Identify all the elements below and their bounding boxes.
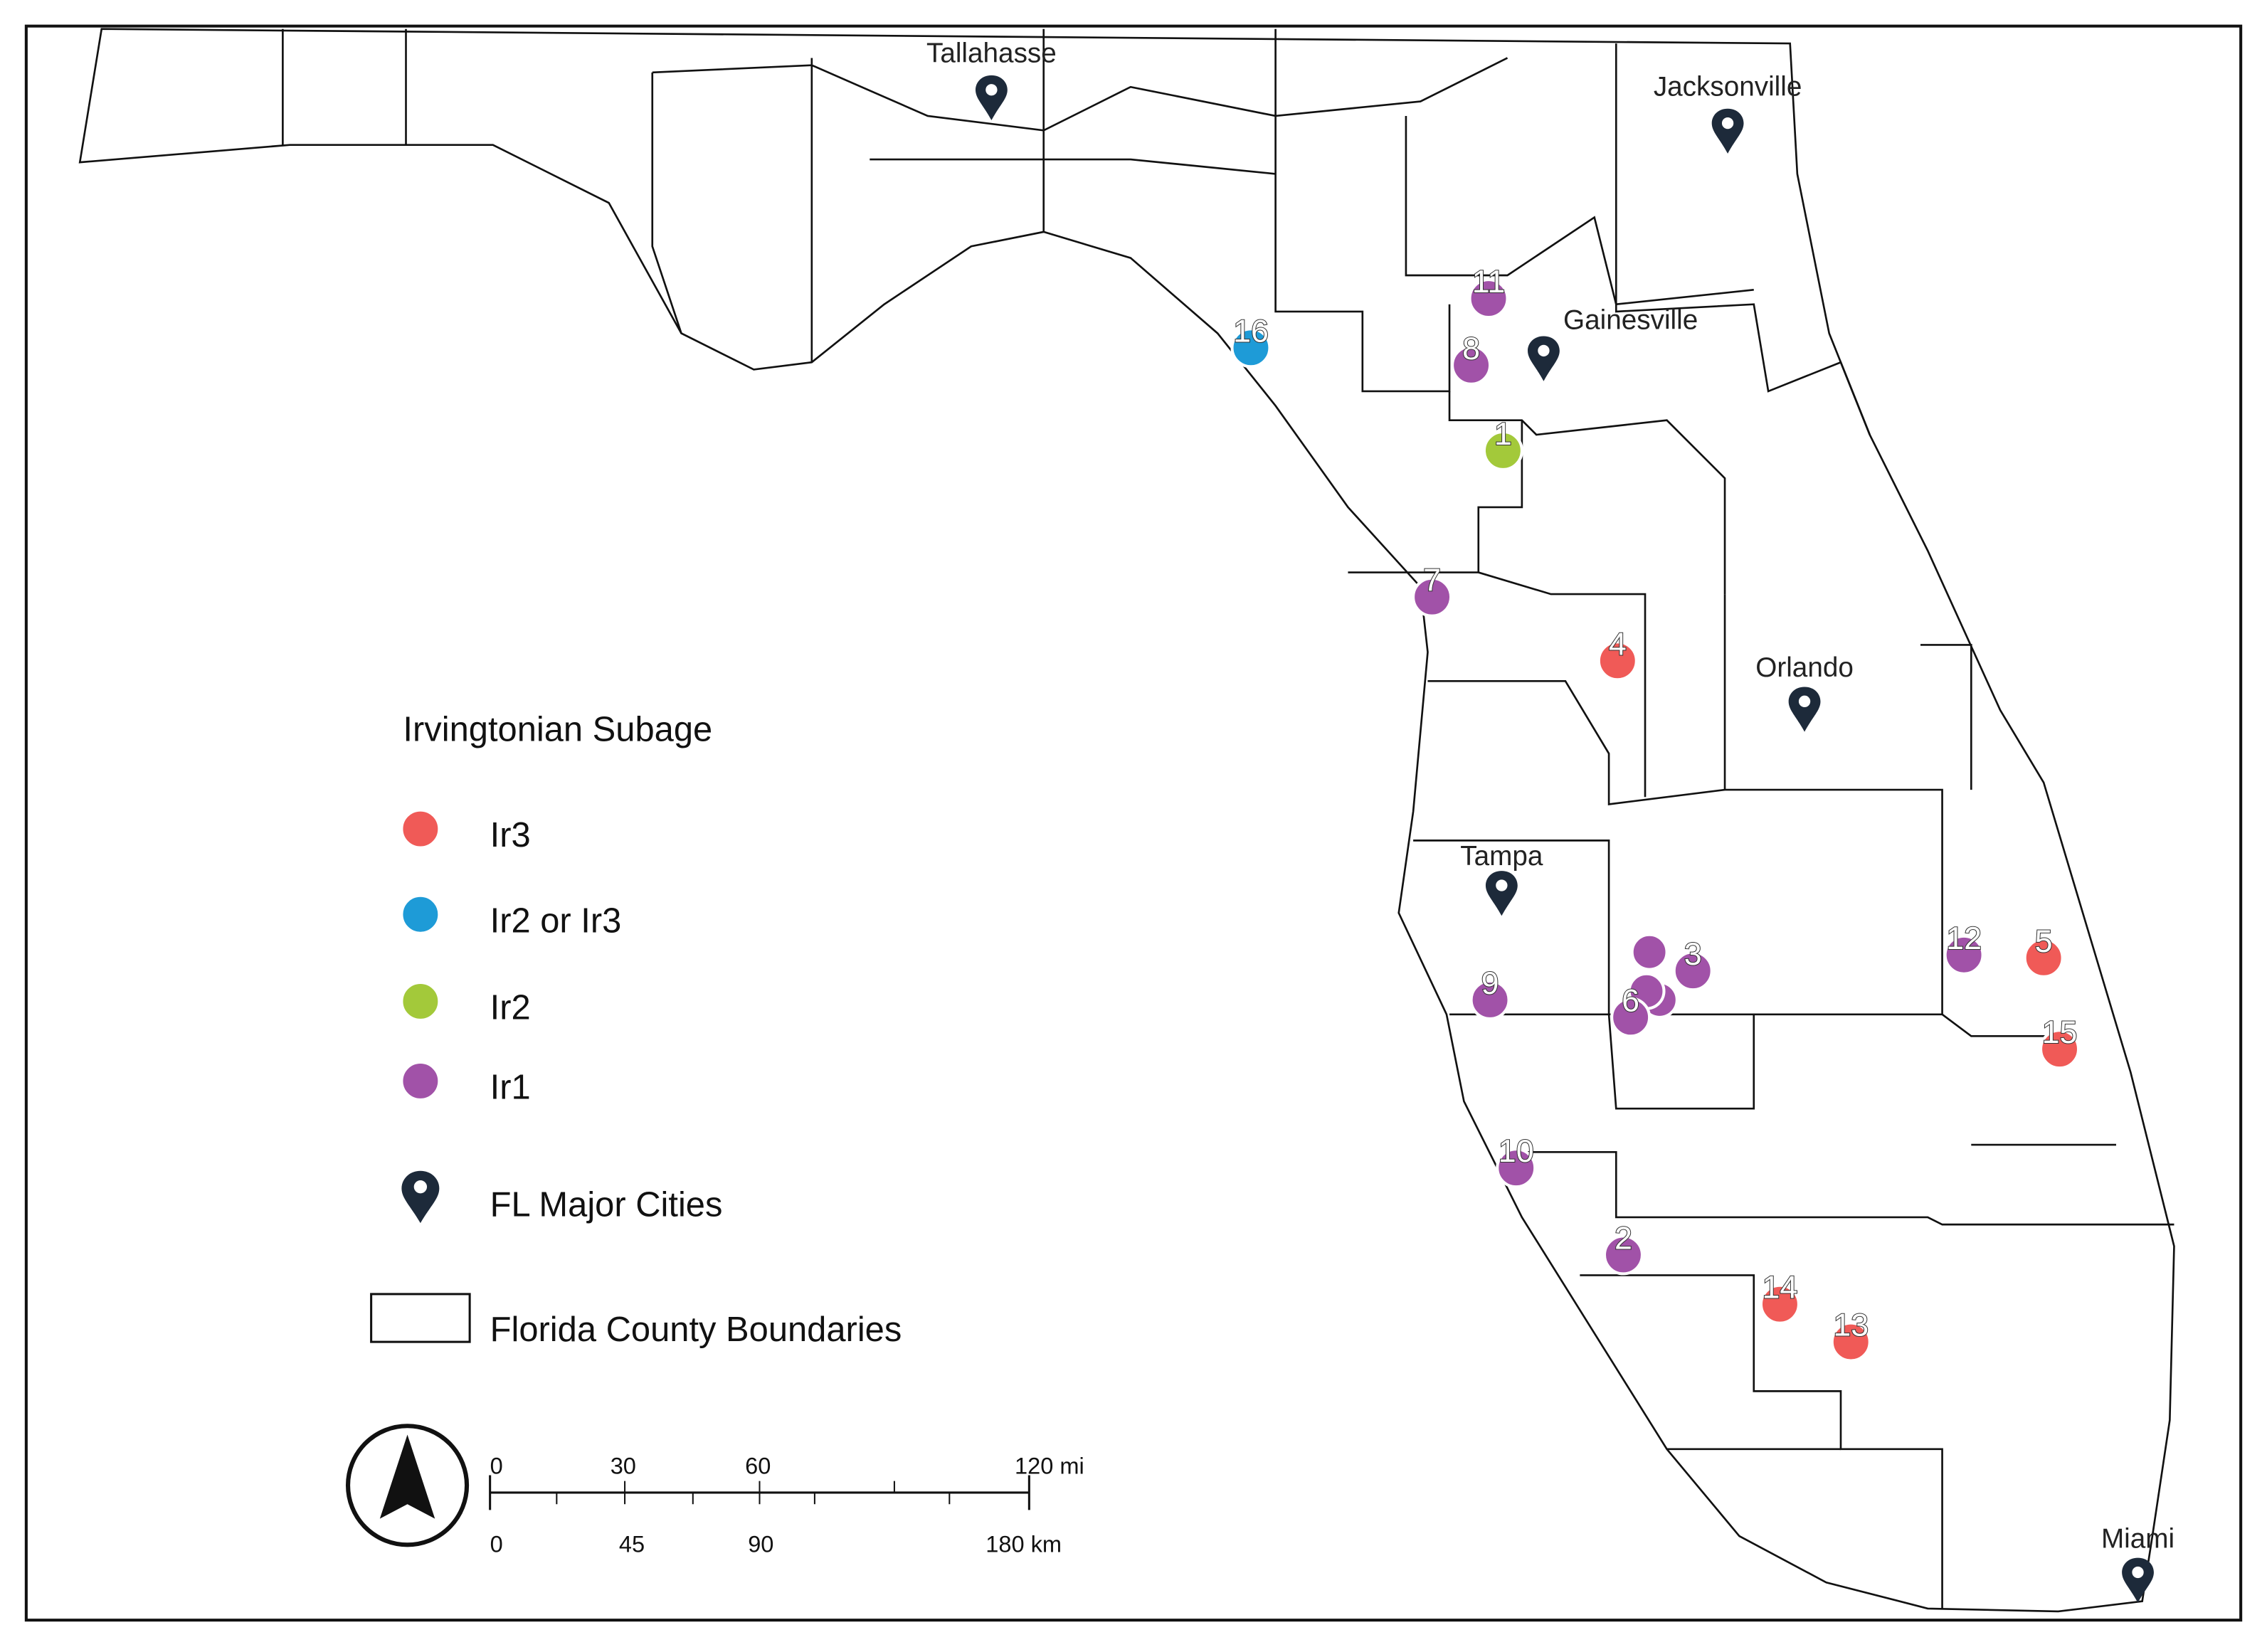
site-label: 16: [1233, 313, 1269, 349]
cities: Tallahasse Jacksonville Gainesville Orlando…: [926, 38, 2174, 1603]
site-label: 3: [1684, 936, 1702, 972]
site-marker: [2039, 1029, 2081, 1070]
city-label: Tallahasse: [926, 38, 1057, 69]
site-marker: [1610, 997, 1652, 1038]
site-marker: [1496, 1148, 1537, 1189]
city-pin: [2122, 1557, 2154, 1603]
site-marker: [1597, 640, 1638, 682]
legend-swatch: [400, 808, 441, 849]
legend-label: Ir2: [490, 989, 531, 1027]
site-marker: [1602, 1234, 1644, 1276]
state-outline: [78, 28, 2175, 1613]
legend-label: Ir2 or Ir3: [490, 901, 622, 940]
legend-title: Irvingtonian Subage: [403, 711, 712, 749]
scale-mi-label: 0: [490, 1453, 503, 1478]
legend-label: Ir1: [490, 1069, 531, 1107]
site-label: 1: [1494, 416, 1512, 452]
site-marker: [1468, 278, 1509, 319]
city-pin-dot: [1798, 695, 1811, 707]
legend-cities: FL Major Cities: [490, 1186, 723, 1224]
city-pin: [975, 75, 1008, 121]
scale-mi-label: 120 mi: [1015, 1453, 1084, 1478]
city-pin-dot: [1538, 344, 1550, 357]
site-label: 10: [1499, 1133, 1534, 1169]
frame: [24, 24, 2243, 1622]
site-marker: [1943, 934, 1985, 975]
city-pin-dot: [2132, 1566, 2144, 1579]
city-label: Tampa: [1460, 841, 1543, 872]
site-label: 8: [1462, 331, 1480, 366]
site-marker: [1830, 1321, 1871, 1362]
site-marker: [1412, 576, 1453, 618]
city-pin-dot: [1721, 117, 1734, 129]
site-label: 2: [1615, 1220, 1632, 1256]
city-label: Jacksonville: [1654, 71, 1802, 102]
legend-label: Ir3: [490, 816, 531, 854]
site-marker: [2023, 937, 2064, 978]
site-label: 5: [2035, 923, 2053, 959]
city-pin-dot: [985, 84, 998, 96]
north-arrow: [379, 1434, 435, 1519]
scale-labels: 0 30 60 120 mi 0 45 90 180 km: [490, 1453, 1084, 1557]
city-pin-dot: [1496, 879, 1508, 891]
city-pin: [1528, 336, 1560, 381]
county-boundaries: [282, 28, 2174, 1609]
scale-mi-label: 60: [745, 1453, 771, 1478]
site-label: 7: [1423, 563, 1441, 598]
legend: Ir3 Ir2 or Ir3 Ir2 Ir1: [400, 808, 622, 1107]
site-label: 9: [1481, 965, 1499, 1001]
scale-km-label: 180 km: [985, 1531, 1062, 1557]
site-label: 4: [1609, 626, 1627, 662]
site-marker: [1482, 430, 1523, 471]
site-label: 12: [1946, 921, 1982, 956]
city-label: Miami: [2101, 1523, 2174, 1554]
site-label: 11: [1472, 264, 1506, 300]
city-pin: [1711, 108, 1744, 154]
legend-swatch: [400, 1060, 441, 1101]
site-marker: [1451, 344, 1492, 386]
scale-km-label: 45: [619, 1531, 645, 1557]
legend-county-swatch: [370, 1293, 471, 1343]
city-label: Orlando: [1755, 652, 1854, 683]
scale-km-label: 90: [748, 1531, 773, 1557]
scale-km-label: 0: [490, 1531, 503, 1557]
site-marker: [1759, 1283, 1800, 1325]
site-marker: [1230, 327, 1272, 369]
city-label: Gainesville: [1563, 305, 1698, 335]
site-label: 13: [1833, 1308, 1869, 1343]
legend-swatch: [400, 980, 441, 1022]
scale-mi-label: 30: [611, 1453, 636, 1478]
scale-bar: [489, 1475, 1030, 1510]
site-marker: [1469, 979, 1511, 1020]
legend-counties: Florida County Boundaries: [490, 1311, 902, 1349]
site-label: 15: [2042, 1015, 2078, 1050]
legend-swatch: [400, 894, 441, 935]
legend-city-icon: [401, 1170, 440, 1224]
city-pin: [1788, 687, 1821, 732]
site-label: 14: [1763, 1270, 1798, 1306]
city-pin: [1485, 871, 1518, 916]
site-marker: [1672, 951, 1713, 992]
legend-city-icon-dot: [413, 1180, 428, 1194]
site-label: 6: [1622, 983, 1639, 1018]
